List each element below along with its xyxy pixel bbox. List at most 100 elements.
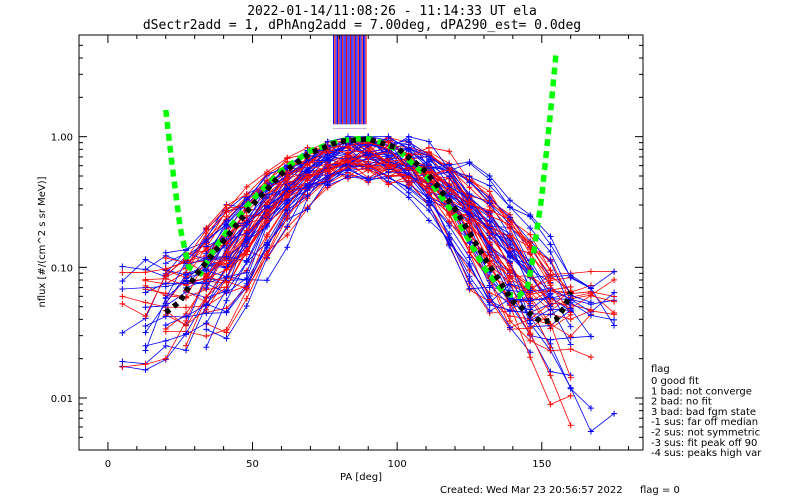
axis-ticks: 0 50 100 150 0.01 0.10 1.00 (51, 34, 643, 470)
fit-point-marker (506, 221, 513, 228)
fit-point-marker (243, 285, 250, 292)
fit-point-marker (243, 191, 250, 198)
fit-point-marker (486, 218, 493, 225)
fit-point-marker (304, 161, 311, 168)
fit-point-marker (486, 243, 493, 250)
fit-point-marker (142, 276, 149, 283)
fit-point-marker (324, 138, 331, 145)
fit-point-marker (142, 329, 149, 336)
fit-point-marker (587, 268, 594, 275)
fit-point-marker (304, 175, 311, 182)
fit-point-marker (385, 133, 392, 140)
fit-point-marker (284, 214, 291, 221)
fit-point-marker (587, 312, 594, 319)
fit-point-marker (284, 244, 291, 251)
flag-bar-gap (332, 124, 372, 129)
fit-point-marker (385, 163, 392, 170)
fit-point-marker (119, 293, 126, 300)
fit-point-marker (527, 239, 534, 246)
fit-point-marker (284, 192, 291, 199)
fit-point-marker (223, 335, 230, 342)
fit-point-marker (162, 254, 169, 261)
fit-point-marker (587, 354, 594, 361)
fit-point-marker (567, 333, 574, 340)
fit-point-marker (243, 183, 250, 190)
fit-point-marker (547, 275, 554, 282)
fit-curve-line (185, 143, 571, 322)
y-axis-label: nflux [#/(cm^2 s sr MeV)] (37, 176, 48, 307)
fit-point-marker (466, 211, 473, 218)
fit-point-marker (264, 171, 270, 178)
fit-point-marker (119, 300, 126, 307)
fit-point-marker (486, 176, 493, 183)
fit-point-marker (425, 138, 432, 145)
fit-point-marker (486, 301, 493, 308)
fit-point-marker (344, 166, 351, 173)
fit-point-marker (203, 224, 210, 231)
fit-point-marker (119, 329, 126, 336)
fit-point-marker (486, 235, 493, 242)
fit-point-marker (405, 194, 412, 201)
fit-point-marker (446, 242, 453, 249)
fit-point-marker (264, 277, 270, 284)
fit-point-marker (223, 329, 230, 336)
fit-point-marker (611, 289, 618, 296)
fit-point-marker (223, 202, 230, 209)
fit-point-marker (344, 158, 351, 165)
fit-point-marker (162, 322, 169, 329)
fit-point-marker (183, 342, 190, 349)
black-model-curve (164, 136, 574, 326)
fit-point-marker (203, 344, 210, 351)
fit-point-marker (527, 317, 534, 324)
fit-point-marker (223, 274, 230, 281)
fit-point-marker (162, 260, 169, 267)
fit-point-marker (587, 405, 594, 412)
fit-point-marker (547, 372, 554, 379)
fit-point-marker (446, 211, 453, 218)
fit-point-marker (119, 269, 126, 276)
x-axis-label: PA [deg] (340, 472, 382, 483)
fit-point-marker (183, 313, 190, 320)
fit-point-marker (203, 302, 210, 309)
fit-point-marker (324, 161, 331, 168)
fit-curve-line (185, 139, 531, 289)
legend-entry: 0 good fit (651, 376, 699, 387)
legend-entry: 1 bad: not converge (651, 386, 752, 397)
fit-point-marker (142, 304, 149, 311)
fit-point-marker (243, 196, 250, 203)
fit-point-marker (567, 273, 574, 280)
fit-point-marker (264, 252, 270, 259)
y-tick-label: 0.01 (51, 394, 73, 405)
fit-point-marker (547, 347, 554, 354)
fit-point-marker (264, 231, 270, 238)
fit-point-marker (547, 248, 554, 255)
x-tick-label: 50 (246, 459, 259, 470)
fit-point-marker (365, 166, 372, 173)
fit-point-marker (162, 337, 169, 344)
fit-point-marker (284, 232, 291, 239)
fit-point-marker (425, 195, 432, 202)
fit-point-marker (611, 311, 618, 318)
data-layer (119, 35, 618, 435)
plot-frame (78, 34, 644, 451)
fit-point-marker (446, 234, 453, 241)
fit-point-marker (119, 278, 126, 285)
fit-point-marker (547, 267, 554, 274)
fit-point-marker (203, 274, 210, 281)
fit-point-marker (183, 277, 190, 284)
fit-point-marker (486, 212, 493, 219)
fit-point-marker (385, 181, 392, 188)
fit-point-marker (223, 218, 230, 225)
fit-curve-line (185, 149, 615, 309)
fit-point-marker (142, 289, 149, 296)
fit-point-marker (223, 260, 230, 267)
fit-point-marker (425, 184, 432, 191)
legend-entry: 2 bad: no fit (651, 397, 712, 408)
fit-point-marker (405, 133, 412, 140)
fit-point-marker (243, 237, 250, 244)
fit-point-marker (527, 231, 534, 238)
fit-point-marker (243, 302, 250, 309)
fit-point-marker (527, 337, 534, 344)
fit-point-marker (162, 249, 169, 256)
fit-point-marker (365, 175, 372, 182)
